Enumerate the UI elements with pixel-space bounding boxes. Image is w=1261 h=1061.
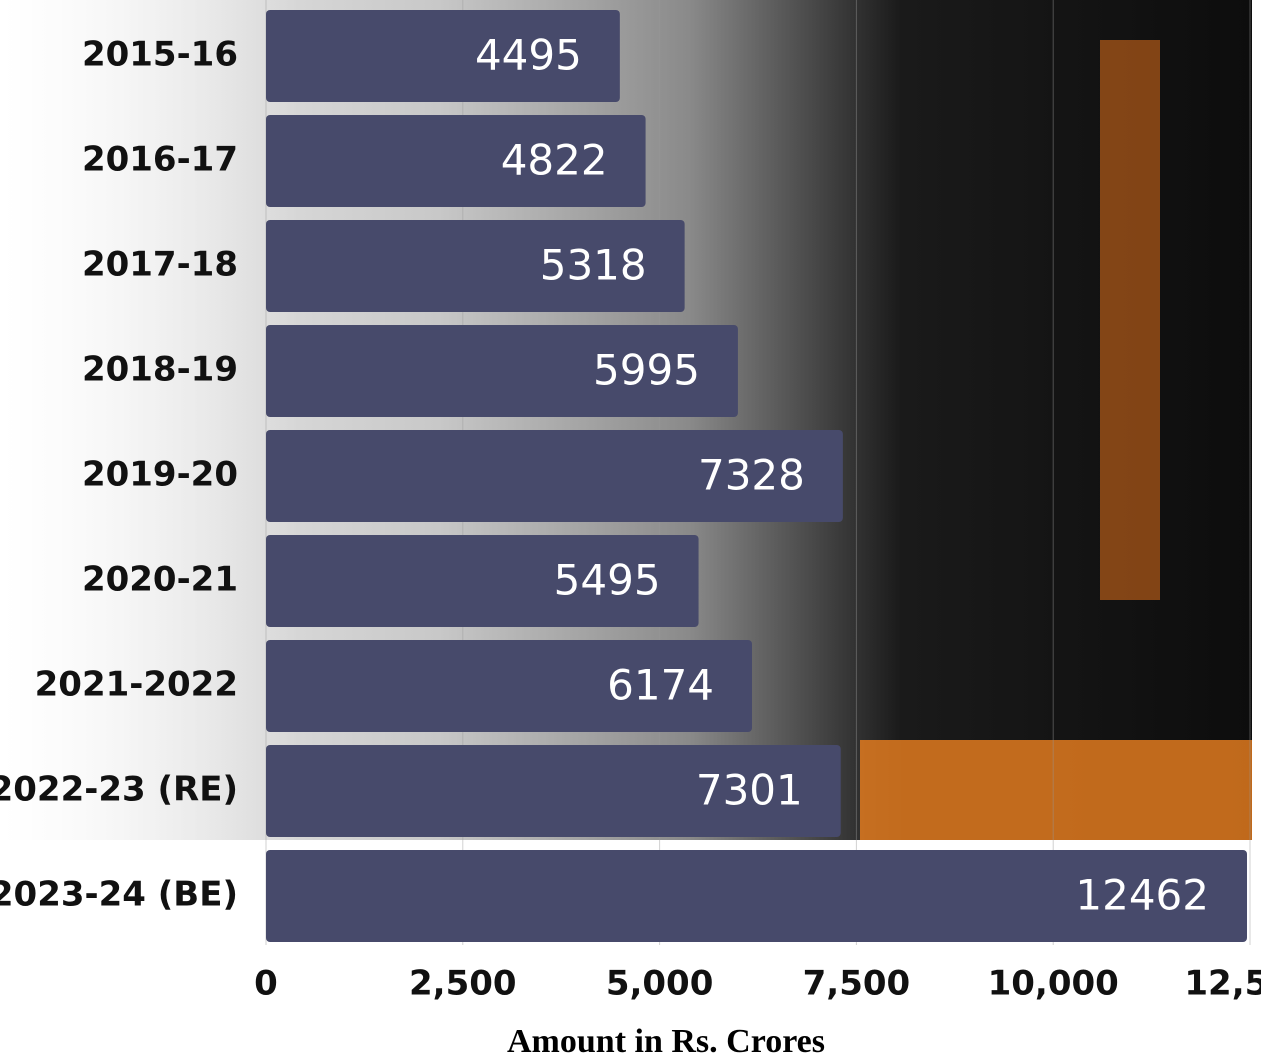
y-tick-label: 2019-20 (82, 455, 238, 495)
background-flowers (860, 740, 1252, 840)
y-tick-label: 2022-23 (RE) (0, 770, 238, 810)
y-tick-label: 2020-21 (82, 560, 238, 600)
y-tick-label: 2015-16 (82, 35, 238, 75)
value-label: 12462 (1075, 871, 1209, 920)
value-label: 7328 (698, 451, 805, 500)
y-tick-label: 2016-17 (82, 140, 238, 180)
x-axis-title: Amount in Rs. Crores (507, 1023, 825, 1060)
y-tick-label: 2018-19 (82, 350, 238, 390)
x-tick-label: 7,500 (803, 964, 911, 1004)
y-tick-label: 2021-2022 (35, 665, 238, 705)
y-tick-label: 2017-18 (82, 245, 238, 285)
value-label: 5495 (554, 556, 661, 605)
value-label: 5318 (540, 241, 647, 290)
x-tick-label: 0 (254, 964, 278, 1004)
x-tick-label: 5,000 (606, 964, 714, 1004)
x-tick-label: 12,500 (1184, 964, 1261, 1004)
background-garland (1100, 40, 1160, 600)
value-label: 4822 (501, 136, 608, 185)
background-fade (0, 0, 300, 840)
value-label: 4495 (475, 31, 582, 80)
value-label: 7301 (696, 766, 803, 815)
x-tick-label: 2,500 (409, 964, 517, 1004)
y-tick-label: 2023-24 (BE) (0, 875, 238, 915)
chart: 4495 4822 5318 5995 7328 5495 6174 7301 12462 Am… (0, 0, 1261, 1061)
value-label: 5995 (593, 346, 700, 395)
x-tick-label: 10,000 (988, 964, 1119, 1004)
value-label: 6174 (607, 661, 714, 710)
